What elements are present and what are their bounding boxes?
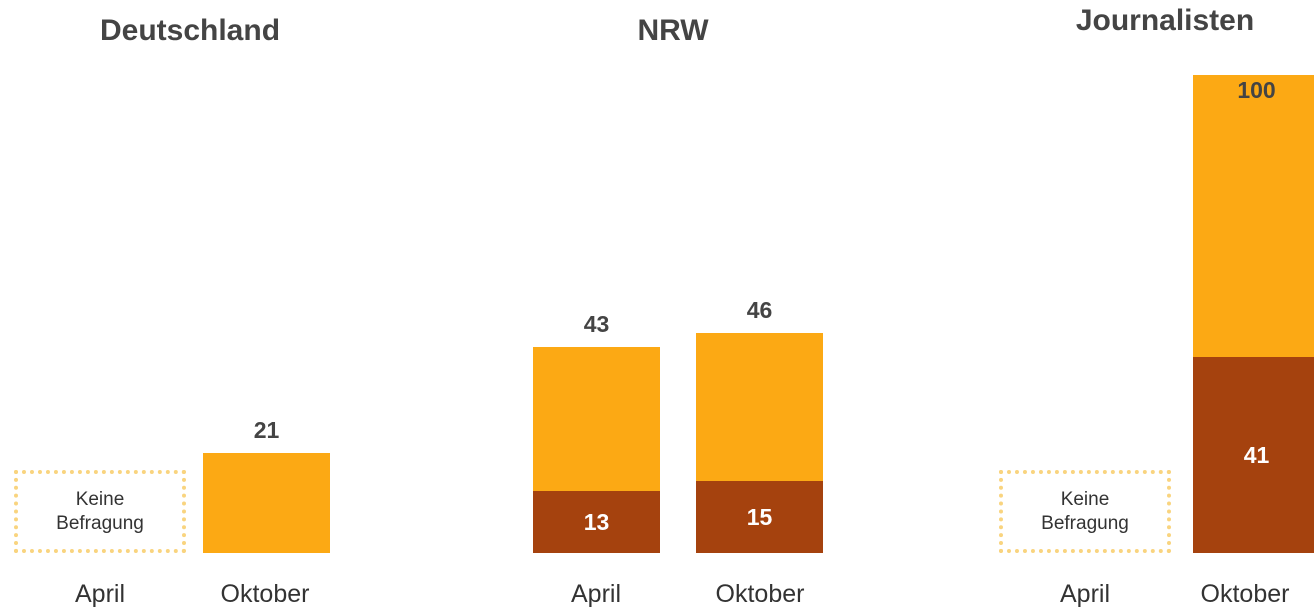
bar [696, 481, 823, 553]
data-label: 15 [746, 504, 773, 531]
annotation: Keine Befragung [999, 470, 1171, 553]
x-tick-label: April [74, 580, 126, 608]
x-tick-label: Oktober [220, 580, 310, 608]
chart-title: NRW [637, 14, 709, 47]
chart-title: Deutschland [99, 14, 281, 47]
data-label: 41 [1243, 442, 1270, 468]
data-label: 21 [253, 416, 280, 443]
x-tick-label: Oktober [1200, 580, 1290, 608]
data-label: 13 [583, 508, 610, 535]
x-tick-label: April [570, 580, 622, 608]
data-label: 46 [746, 297, 773, 324]
bar [1193, 357, 1314, 553]
data-label: 43 [583, 311, 610, 338]
x-tick-label: April [1059, 580, 1111, 608]
chart-title: Journalisten [1075, 4, 1255, 37]
data-label: 100 [1237, 77, 1276, 103]
x-tick-label: Oktober [715, 580, 805, 608]
annotation: Keine Befragung [14, 470, 186, 553]
bar [533, 490, 660, 553]
bar [203, 452, 330, 553]
